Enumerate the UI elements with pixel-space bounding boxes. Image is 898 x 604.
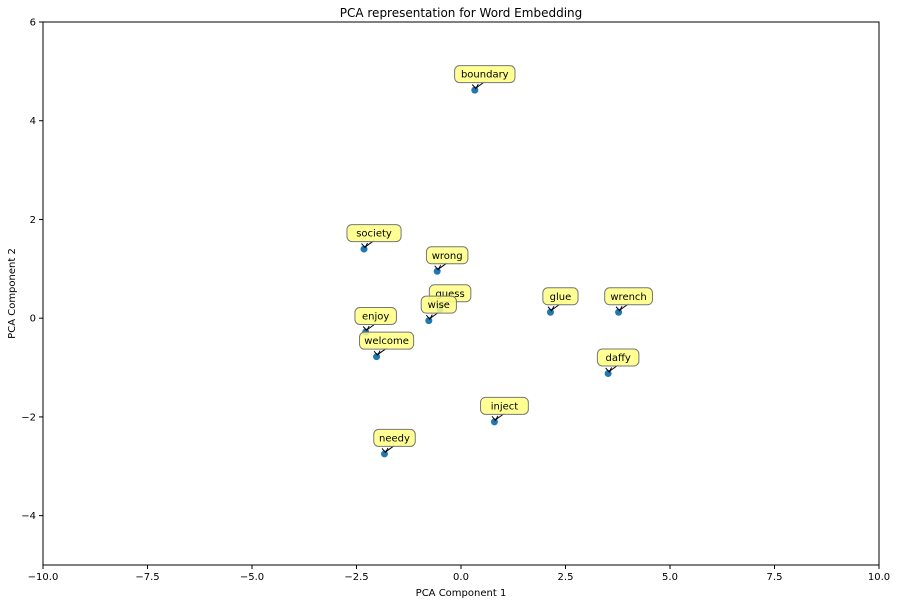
annotation-label: society (356, 229, 392, 240)
annotation-arrowhead (491, 415, 499, 422)
data-point-needy (381, 450, 389, 458)
data-point-wrong (433, 267, 441, 275)
data-point-welcome (373, 353, 381, 361)
x-tick-label: −7.5 (135, 572, 159, 583)
annotation-wrench: wrench (604, 287, 653, 312)
annotation-society: society (346, 224, 402, 249)
annotation-needy: needy (373, 428, 416, 454)
x-tick-label: 2.5 (558, 572, 574, 583)
y-tick-label: −2 (21, 412, 36, 423)
annotation-arrowhead (362, 325, 370, 332)
annotation-label: needy (379, 433, 410, 444)
data-point-boundary (471, 86, 479, 94)
y-tick-label: 2 (30, 215, 36, 226)
annotation-arrowhead (425, 314, 433, 321)
annotation-label: daffy (605, 353, 630, 364)
annotation-arrowhead (361, 242, 368, 249)
annotation-boundary: boundary (454, 65, 516, 90)
annotation-label: wrench (610, 292, 646, 303)
annotation-label: enjoy (362, 312, 389, 323)
annotation-box (454, 65, 516, 84)
annotation-label: wise (428, 300, 450, 311)
annotation-box (346, 224, 402, 243)
annotation-label: welcome (364, 336, 409, 347)
x-tick-label: 10.0 (868, 572, 890, 583)
annotation-label: glue (550, 292, 572, 303)
data-point-wrench (615, 308, 623, 316)
x-tick-label: −10.0 (28, 572, 59, 583)
annotation-label: wrong (432, 251, 463, 262)
annotation-box (359, 331, 415, 350)
annotation-label: boundary (461, 70, 509, 81)
annotation-box (420, 295, 457, 314)
x-axis: −10.0 −7.5 −5.0 −2.5 0.0 2.5 5.0 7.5 10.0 (28, 565, 890, 583)
annotation-arrowhead (471, 83, 479, 90)
x-axis-title: PCA Component 1 (416, 588, 507, 599)
annotation-enjoy: enjoy (354, 307, 397, 332)
x-tick-label: −2.5 (344, 572, 368, 583)
data-point-society (360, 245, 368, 253)
annotation-arrowhead (373, 350, 381, 357)
annotation-arrowhead (434, 265, 442, 271)
annotation-arrowhead (605, 367, 613, 373)
chart-title: PCA representation for Word Embedding (340, 6, 583, 20)
annotation-box (542, 287, 579, 306)
annotation-box (354, 307, 397, 326)
y-tick-label: 4 (30, 116, 36, 127)
y-tick-label: 6 (30, 18, 36, 29)
annotation-box (604, 287, 653, 306)
y-axis-title: PCA Component 2 (7, 248, 18, 339)
annotation-arrowhead (547, 306, 555, 312)
data-point-daffy (604, 369, 612, 377)
x-tick-label: 0.0 (453, 572, 469, 583)
annotation-daffy: daffy (596, 348, 640, 373)
annotation-wrong: wrong (425, 246, 469, 271)
annotation-label: inject (491, 401, 519, 412)
annotation-box (373, 428, 416, 447)
annotation-box (480, 396, 529, 415)
annotation-welcome: welcome (359, 331, 415, 357)
annotation-label: guess (435, 289, 464, 300)
data-point-inject (490, 418, 498, 426)
annotation-wise: wise (420, 295, 457, 321)
y-tick-label: −4 (21, 511, 36, 522)
annotation-arrowhead (615, 306, 623, 312)
data-point-glue (546, 308, 554, 316)
annotation-arrowhead (381, 447, 389, 454)
y-tick-label: 0 (30, 314, 36, 325)
annotation-box (596, 348, 640, 367)
x-tick-label: 7.5 (767, 572, 783, 583)
annotation-box (425, 246, 469, 265)
annotation-glue: glue (542, 287, 579, 312)
annotation-inject: inject (480, 396, 529, 422)
data-point-wise (425, 317, 433, 325)
x-tick-label: −5.0 (240, 572, 264, 583)
y-axis: −4 −2 0 2 4 6 (21, 18, 43, 522)
x-tick-label: 5.0 (662, 572, 678, 583)
